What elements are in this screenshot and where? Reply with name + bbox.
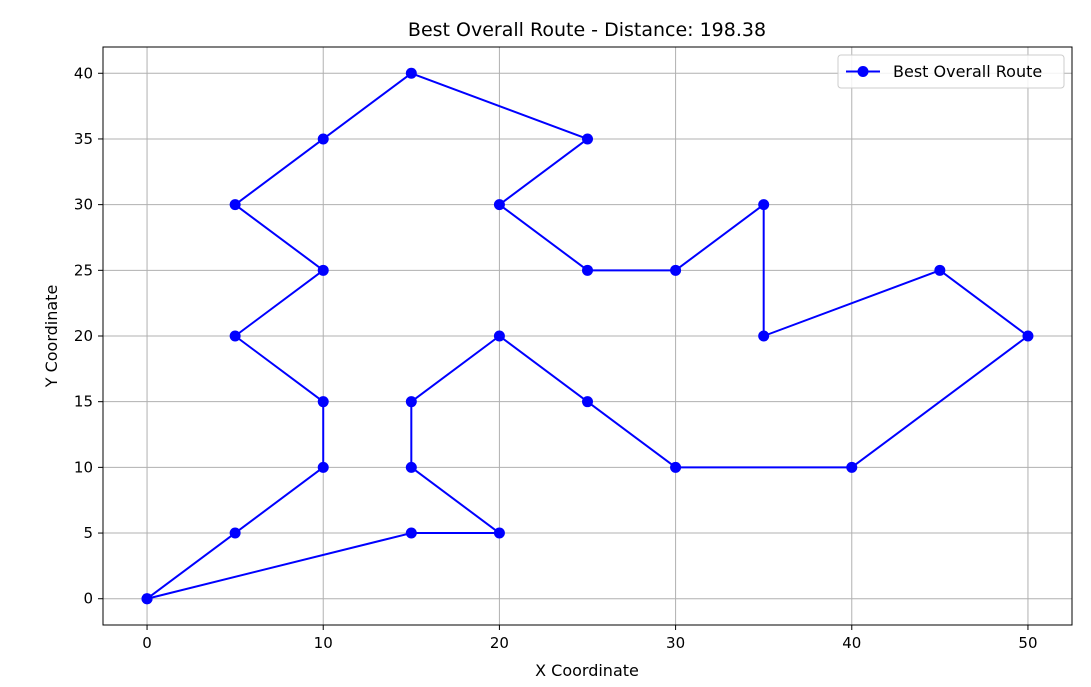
route-point xyxy=(670,461,682,473)
route-point xyxy=(758,199,770,211)
route-line xyxy=(146,72,1029,600)
route-point xyxy=(405,461,417,473)
y-tick-label: 10 xyxy=(74,458,93,476)
route-point xyxy=(582,396,593,408)
x-tick-label: 10 xyxy=(314,634,333,652)
route-points xyxy=(141,67,1034,605)
legend-box xyxy=(837,54,1065,89)
route-point xyxy=(493,330,505,342)
route-point xyxy=(405,67,417,79)
y-tick-label: 25 xyxy=(74,261,93,279)
legend: Best Overall Route xyxy=(837,54,1065,89)
y-tick-label: 40 xyxy=(74,64,93,82)
y-tick-label: 0 xyxy=(83,590,93,608)
chart-title: Best Overall Route - Distance: 198.38 xyxy=(408,19,766,41)
route-point xyxy=(493,199,505,211)
route-point xyxy=(758,330,770,342)
x-tick-label: 30 xyxy=(666,634,685,652)
route-point xyxy=(317,396,329,408)
route-point xyxy=(493,527,505,539)
legend-marker-sample xyxy=(857,66,869,77)
route-point xyxy=(582,133,593,145)
axis-ticks: 0 10 20 30 40 50 0 5 10 15 20 25 30 35 40 xyxy=(74,64,1038,652)
route-polyline xyxy=(146,72,1029,600)
route-point xyxy=(934,264,946,276)
route-point xyxy=(229,527,241,539)
y-axis-title: Y Coordinate xyxy=(42,285,61,389)
route-point xyxy=(141,593,153,605)
route-point xyxy=(317,461,329,473)
route-point xyxy=(317,264,329,276)
legend-label: Best Overall Route xyxy=(893,62,1042,81)
route-point xyxy=(1022,330,1034,342)
route-point xyxy=(405,396,417,408)
x-tick-label: 0 xyxy=(142,634,152,652)
route-point xyxy=(229,199,241,211)
route-point xyxy=(405,527,417,539)
route-point xyxy=(582,264,593,276)
y-tick-label: 35 xyxy=(74,130,93,148)
route-point xyxy=(229,330,241,342)
x-tick-label: 50 xyxy=(1018,634,1037,652)
route-point xyxy=(670,264,682,276)
y-tick-label: 30 xyxy=(74,196,93,214)
plot-area-frame xyxy=(102,46,1073,626)
y-tick-label: 15 xyxy=(74,393,93,411)
x-axis-title: X Coordinate xyxy=(535,661,639,680)
x-tick-label: 40 xyxy=(842,634,861,652)
x-tick-label: 20 xyxy=(490,634,509,652)
y-tick-label: 5 xyxy=(83,524,93,542)
y-tick-label: 20 xyxy=(74,327,93,345)
route-point xyxy=(317,133,329,145)
route-point xyxy=(846,461,858,473)
